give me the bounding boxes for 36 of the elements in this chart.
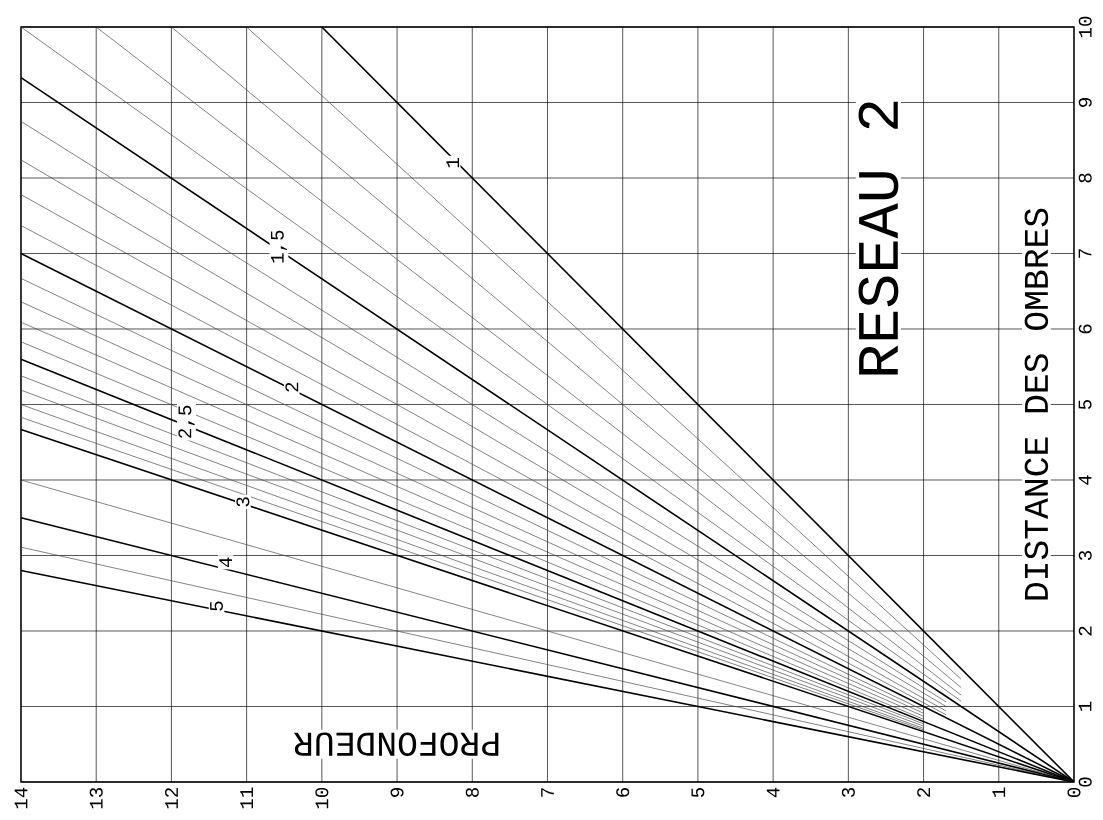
x-tick-label: 5 [691,787,705,798]
y-tick-label: 0 [1078,777,1092,787]
annotation: 4 [219,557,232,568]
y-tick-label: 8 [1078,173,1092,183]
y-tick-label: 9 [1078,98,1092,107]
x-tick-label: 0 [1067,787,1081,798]
annotation: 2 [285,382,299,392]
y-tick-label: 3 [1078,550,1092,561]
x-tick-label: 10 [315,787,329,809]
x-tick-label: 6 [616,787,630,797]
y-tick-label: 1 [1078,701,1092,711]
annotation: 5 [210,601,223,611]
x-tick-label: 2 [917,788,930,797]
x-tick-label: 4 [766,787,780,798]
y-tick-label: 10 [1078,16,1092,38]
y-axis-title: DISTANCE DES OMBRES [1024,208,1049,600]
x-tick-label: 12 [165,788,178,809]
x-tick-label: 3 [841,787,855,798]
x-tick-label: 14 [14,787,28,809]
annotation: 2,5 [178,405,195,438]
x-tick-label: 11 [240,787,253,809]
annotation: 3 [236,497,250,507]
x-tick-label: 7 [541,788,554,797]
x-tick-label: 8 [465,787,479,797]
y-tick-label: 4 [1078,475,1092,485]
x-tick-label: 13 [89,787,103,809]
x-axis-title: PROFONDEUR [293,732,499,756]
x-tick-label: 9 [390,788,404,797]
annotation: 1,5 [270,230,288,263]
y-tick-label: 2 [1078,626,1092,636]
y-tick-label: 5 [1078,399,1092,410]
y-tick-label: 7 [1078,249,1092,258]
x-tick-label: 1 [992,787,1006,797]
annotation: 1 [446,158,460,168]
text: RESEAU 2 [858,101,899,375]
y-tick-label: 6 [1078,324,1092,334]
